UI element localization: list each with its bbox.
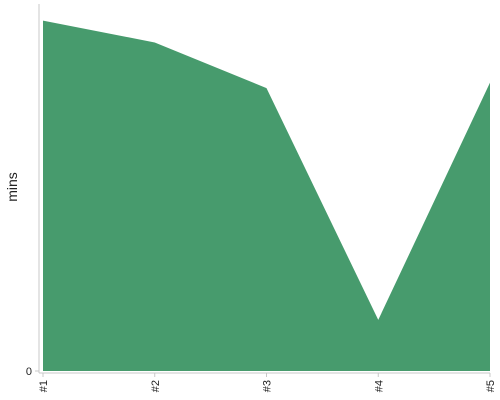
area-series-1 — [43, 20, 490, 371]
x-tick-label-1: #1 — [38, 380, 50, 392]
y-tick-label: 0 — [26, 366, 32, 378]
x-tick-label-2: #2 — [150, 380, 162, 392]
x-tick-label-5: #5 — [485, 380, 497, 392]
x-tick-label-4: #4 — [373, 380, 385, 392]
y-axis-title: mins — [4, 172, 20, 202]
plot-area — [42, 20, 491, 371]
axes: 0 #1 #2 #3 #4 #5 — [26, 4, 497, 392]
x-tick-label-3: #3 — [262, 380, 274, 392]
